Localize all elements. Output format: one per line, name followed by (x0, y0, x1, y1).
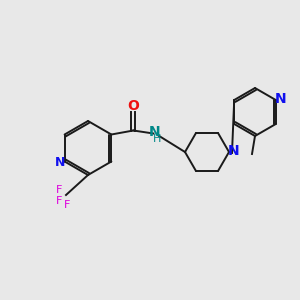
Text: F: F (56, 185, 62, 195)
Text: F: F (64, 200, 70, 210)
Text: N: N (275, 92, 286, 106)
Text: H: H (153, 134, 162, 145)
Text: N: N (228, 144, 240, 158)
Text: N: N (54, 156, 65, 169)
Text: O: O (128, 98, 139, 112)
Text: N: N (148, 124, 160, 139)
Text: F: F (56, 196, 62, 206)
